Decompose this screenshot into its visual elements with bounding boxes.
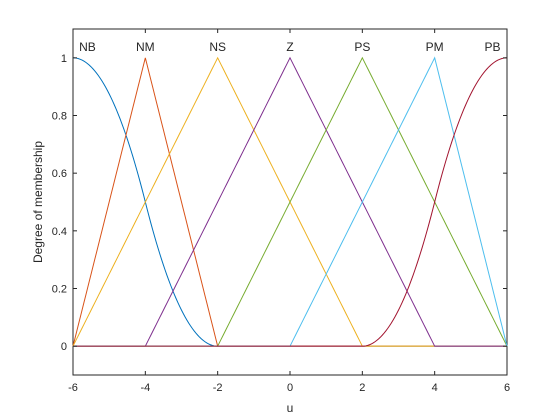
mf-label-ps: PS xyxy=(354,40,370,54)
mf-label-pm: PM xyxy=(426,40,444,54)
series-layer xyxy=(72,56,508,347)
x-tick-label: 2 xyxy=(359,382,365,394)
mf-label-pb: PB xyxy=(485,40,501,54)
y-ticks: 0 0.2 0.4 0.6 0.8 1 xyxy=(52,53,507,353)
series-line-pb xyxy=(73,57,508,347)
y-tick-label: 0.4 xyxy=(52,226,67,238)
mf-label-nb: NB xyxy=(79,40,96,54)
y-tick-label: 0.2 xyxy=(52,284,67,296)
y-tick-label: 0.8 xyxy=(52,111,67,123)
x-tick-label: 6 xyxy=(504,382,510,394)
x-tick-label: -6 xyxy=(68,382,78,394)
x-tick-label: 4 xyxy=(432,382,438,394)
y-axis-label: Degree of membership xyxy=(31,141,45,263)
plot-area: NB NM NS Z PS PM PB -6 -4 -2 0 2 4 6 0 0.2 0.4 0.6 0.8 1 xyxy=(52,28,510,394)
x-ticks: -6 -4 -2 0 2 4 6 xyxy=(68,29,510,394)
x-axis-label: u xyxy=(287,401,294,415)
y-tick-label: 0.6 xyxy=(52,168,67,180)
x-tick-label: -4 xyxy=(140,382,150,394)
y-tick-label: 1 xyxy=(61,53,67,65)
x-tick-label: -2 xyxy=(213,382,223,394)
mf-label-ns: NS xyxy=(209,40,226,54)
mf-label-nm: NM xyxy=(136,40,155,54)
mf-label-z: Z xyxy=(286,40,293,54)
x-tick-label: 0 xyxy=(287,382,293,394)
labels-layer: NB NM NS Z PS PM PB xyxy=(79,40,500,54)
y-tick-label: 0 xyxy=(61,341,67,353)
